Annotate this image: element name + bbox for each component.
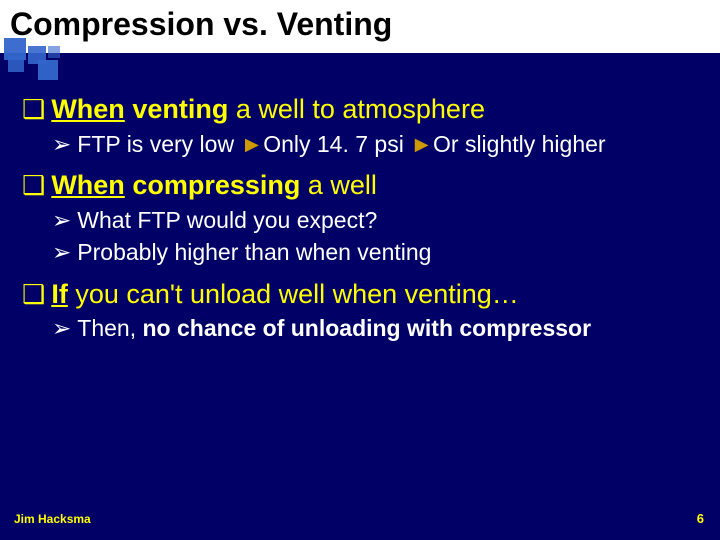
page-number: 6 — [697, 511, 704, 526]
slide-body: ❑ When venting a well to atmosphere ➢ FT… — [0, 53, 720, 342]
arrow-bullet-icon: ➢ — [52, 207, 71, 233]
bullet-lvl1: ❑ When compressing a well — [22, 171, 698, 201]
bullet-lvl1: ❑ If you can't unload well when venting… — [22, 280, 698, 310]
footer-author: Jim Hacksma — [14, 512, 91, 526]
bullet-lvl2: ➢ What FTP would you expect? — [52, 207, 698, 233]
square-bullet-icon: ❑ — [22, 171, 45, 200]
square-bullet-icon: ❑ — [22, 280, 45, 309]
arrow-bullet-icon: ➢ — [52, 239, 71, 265]
triangle-marker-icon: ► — [240, 131, 263, 157]
bullet-text: Then, no chance of unloading with compre… — [77, 315, 591, 341]
corner-decoration — [0, 46, 120, 86]
bullet-lvl1: ❑ When venting a well to atmosphere — [22, 95, 698, 125]
title-text: Compression vs. Venting — [10, 6, 392, 42]
triangle-marker-icon: ► — [410, 131, 433, 157]
square-bullet-icon: ❑ — [22, 95, 45, 124]
bullet-text: If you can't unload well when venting… — [51, 280, 518, 310]
arrow-bullet-icon: ➢ — [52, 131, 71, 157]
bullet-text: When compressing a well — [51, 171, 377, 201]
bullet-text: When venting a well to atmosphere — [51, 95, 485, 125]
bullet-lvl2: ➢ Probably higher than when venting — [52, 239, 698, 265]
bullet-lvl2: ➢ Then, no chance of unloading with comp… — [52, 315, 698, 341]
bullet-text: FTP is very low ►Only 14. 7 psi ►Or slig… — [77, 131, 605, 157]
arrow-bullet-icon: ➢ — [52, 315, 71, 341]
bullet-text: What FTP would you expect? — [77, 207, 377, 233]
bullet-lvl2: ➢ FTP is very low ►Only 14. 7 psi ►Or sl… — [52, 131, 698, 157]
bullet-text: Probably higher than when venting — [77, 239, 431, 265]
